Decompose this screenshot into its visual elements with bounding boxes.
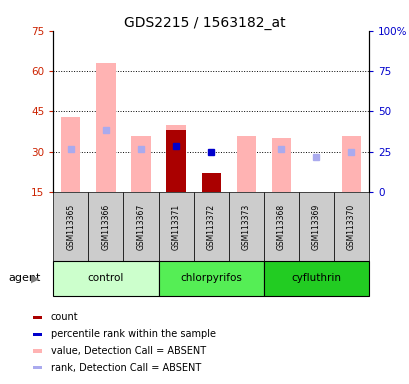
Text: GSM113367: GSM113367 [136,204,145,250]
Bar [298,192,333,261]
Bar [166,130,185,192]
Text: rank, Detection Call = ABSENT: rank, Detection Call = ABSENT [51,363,200,373]
Text: control: control [88,273,124,283]
Bar [123,192,158,261]
Text: ▶: ▶ [31,273,39,283]
Text: GSM113370: GSM113370 [346,204,355,250]
Bar [158,192,193,261]
Bar [201,173,220,192]
Bar [32,333,42,336]
Bar [271,138,290,192]
Bar [61,117,80,192]
Text: count: count [51,312,78,322]
Bar [166,125,185,192]
Bar [158,261,263,296]
Text: GSM113371: GSM113371 [171,204,180,250]
Text: value, Detection Call = ABSENT: value, Detection Call = ABSENT [51,346,205,356]
Text: agent: agent [8,273,40,283]
Text: percentile rank within the sample: percentile rank within the sample [51,329,215,339]
Bar [228,192,263,261]
Bar [32,316,42,319]
Bar [236,136,255,192]
Text: GDS2215 / 1563182_at: GDS2215 / 1563182_at [124,16,285,30]
Bar [32,366,42,369]
Bar [263,261,368,296]
Bar [32,349,42,353]
Text: GSM113365: GSM113365 [66,204,75,250]
Bar [333,192,368,261]
Text: GSM113366: GSM113366 [101,204,110,250]
Text: GSM113368: GSM113368 [276,204,285,250]
Bar [131,136,150,192]
Bar [53,192,88,261]
Bar [96,63,115,192]
Bar [88,192,123,261]
Bar [193,192,228,261]
Text: GSM113373: GSM113373 [241,204,250,250]
Text: cyfluthrin: cyfluthrin [291,273,341,283]
Bar [341,136,360,192]
Text: chlorpyrifos: chlorpyrifos [180,273,241,283]
Text: GSM113372: GSM113372 [206,204,215,250]
Bar [263,192,298,261]
Text: GSM113369: GSM113369 [311,204,320,250]
Bar [53,261,158,296]
